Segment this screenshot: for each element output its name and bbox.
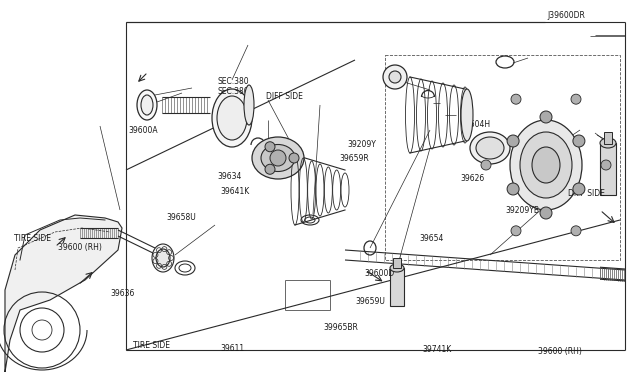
Circle shape bbox=[265, 164, 275, 174]
Circle shape bbox=[389, 71, 401, 83]
Text: 39659U: 39659U bbox=[355, 297, 385, 306]
Circle shape bbox=[571, 94, 581, 104]
Text: DIFF SIDE: DIFF SIDE bbox=[568, 189, 605, 198]
Ellipse shape bbox=[470, 132, 510, 164]
Circle shape bbox=[540, 207, 552, 219]
Text: 39600 (RH): 39600 (RH) bbox=[538, 347, 582, 356]
Text: 39741K: 39741K bbox=[422, 345, 452, 354]
Text: 39611: 39611 bbox=[221, 344, 245, 353]
Circle shape bbox=[571, 226, 581, 236]
Text: 39604H: 39604H bbox=[461, 120, 491, 129]
Ellipse shape bbox=[461, 89, 473, 141]
Circle shape bbox=[507, 183, 519, 195]
Circle shape bbox=[265, 142, 275, 152]
Text: 39965BR: 39965BR bbox=[323, 323, 358, 332]
Ellipse shape bbox=[520, 132, 572, 198]
Circle shape bbox=[573, 135, 585, 147]
Text: 39634: 39634 bbox=[218, 172, 242, 181]
Circle shape bbox=[573, 183, 585, 195]
Text: 39641K: 39641K bbox=[221, 187, 250, 196]
Ellipse shape bbox=[212, 89, 252, 147]
Text: SEC.380: SEC.380 bbox=[218, 87, 249, 96]
Bar bbox=[600, 143, 616, 195]
Text: 39658U: 39658U bbox=[166, 213, 196, 222]
Bar bbox=[385, 55, 620, 260]
Circle shape bbox=[601, 160, 611, 170]
Text: 39209YB: 39209YB bbox=[506, 206, 540, 215]
Ellipse shape bbox=[137, 90, 157, 120]
Bar bbox=[390, 268, 404, 306]
Ellipse shape bbox=[600, 138, 616, 148]
Ellipse shape bbox=[141, 95, 153, 115]
Bar bbox=[393, 258, 401, 268]
Circle shape bbox=[481, 160, 491, 170]
Text: 39636: 39636 bbox=[110, 289, 134, 298]
Circle shape bbox=[507, 135, 519, 147]
Circle shape bbox=[511, 94, 521, 104]
Text: DIFF SIDE: DIFF SIDE bbox=[266, 92, 303, 101]
Text: TIRE SIDE: TIRE SIDE bbox=[133, 341, 170, 350]
Ellipse shape bbox=[390, 264, 404, 272]
Text: SEC.380: SEC.380 bbox=[218, 77, 249, 86]
Polygon shape bbox=[5, 215, 122, 372]
Circle shape bbox=[289, 153, 299, 163]
Ellipse shape bbox=[152, 244, 174, 272]
Ellipse shape bbox=[252, 137, 304, 179]
Circle shape bbox=[383, 65, 407, 89]
Text: 39626: 39626 bbox=[461, 174, 485, 183]
Ellipse shape bbox=[510, 120, 582, 210]
Text: TIRE SIDE: TIRE SIDE bbox=[14, 234, 51, 243]
Circle shape bbox=[540, 111, 552, 123]
Text: 39654: 39654 bbox=[419, 234, 444, 243]
Ellipse shape bbox=[261, 144, 295, 171]
Text: 39659R: 39659R bbox=[339, 154, 369, 163]
Bar bbox=[604, 132, 612, 144]
Ellipse shape bbox=[476, 137, 504, 159]
Ellipse shape bbox=[156, 249, 170, 267]
Ellipse shape bbox=[217, 96, 247, 140]
Text: 39600D: 39600D bbox=[365, 269, 395, 278]
Circle shape bbox=[511, 226, 521, 236]
Ellipse shape bbox=[244, 85, 254, 125]
Text: 39600 (RH): 39600 (RH) bbox=[58, 243, 102, 252]
Circle shape bbox=[270, 150, 286, 166]
Ellipse shape bbox=[532, 147, 560, 183]
Text: 39209Y: 39209Y bbox=[348, 140, 376, 149]
Text: 39600A: 39600A bbox=[128, 126, 157, 135]
Text: J39600DR: J39600DR bbox=[547, 11, 585, 20]
